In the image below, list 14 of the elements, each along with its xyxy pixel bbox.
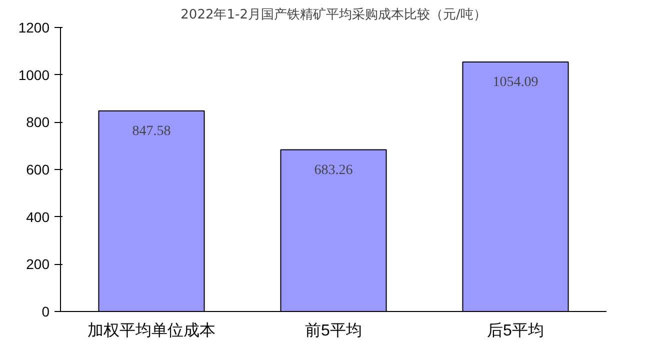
chart-title: 2022年1-2月国产铁精矿平均采购成本比较（元/吨） [180,8,486,22]
y-tick-label: 1200 [18,20,50,36]
y-tick-label: 0 [42,304,50,320]
y-tick-label: 200 [26,256,50,272]
y-tick-label: 800 [26,114,50,130]
data-label: 683.26 [314,162,353,178]
data-label: 847.58 [132,124,171,139]
y-tick-label: 400 [26,208,50,225]
data-label: 1054.09 [492,75,538,90]
x-tick-label: 加权平均单位成本 [88,322,216,340]
x-tick-label: 后5平均 [487,322,544,340]
y-tick-label: 1000 [18,66,50,83]
x-tick-label: 前5平均 [305,322,362,340]
y-tick-label: 600 [26,162,50,178]
